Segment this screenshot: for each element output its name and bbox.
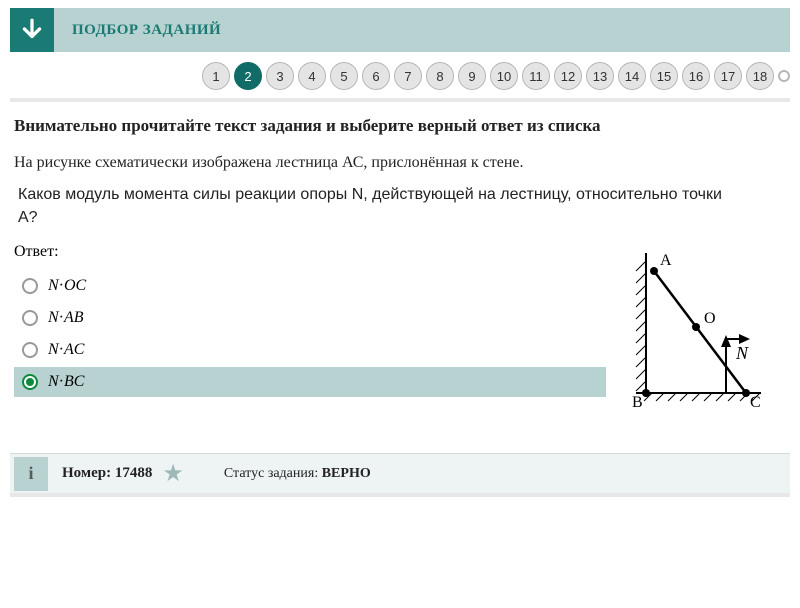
question-nav-9[interactable]: 9 [458, 62, 486, 90]
question-nav-11[interactable]: 11 [522, 62, 550, 90]
question-nav-15[interactable]: 15 [650, 62, 678, 90]
answer-option-3[interactable]: N·AC [14, 335, 606, 365]
question-nav-1[interactable]: 1 [202, 62, 230, 90]
option-label: N·AC [48, 341, 84, 359]
question-nav-16[interactable]: 16 [682, 62, 710, 90]
info-icon[interactable]: i [14, 457, 48, 491]
ladder-diagram: A B C O N [606, 243, 776, 423]
task-status: Статус задания: ВЕРНО [224, 466, 371, 482]
label-C: C [750, 394, 761, 411]
favorite-star-icon[interactable]: ★ [162, 459, 184, 488]
question-nav-more[interactable] [778, 70, 790, 82]
answer-option-2[interactable]: N·AB [14, 303, 606, 333]
header-bar: ПОДБОР ЗАДАНИЙ [10, 8, 790, 52]
problem-question: Каков модуль момента силы реакции опоры … [18, 184, 730, 229]
question-nav-7[interactable]: 7 [394, 62, 422, 90]
question-nav-13[interactable]: 13 [586, 62, 614, 90]
expand-down-button[interactable] [10, 8, 54, 52]
radio-icon [22, 310, 38, 326]
radio-icon [22, 278, 38, 294]
arrow-down-icon [19, 17, 45, 43]
question-nav-17[interactable]: 17 [714, 62, 742, 90]
label-N: N [735, 343, 749, 363]
question-nav-5[interactable]: 5 [330, 62, 358, 90]
question-nav-12[interactable]: 12 [554, 62, 582, 90]
label-A: A [660, 252, 672, 269]
answer-label: Ответ: [14, 243, 606, 261]
question-nav-6[interactable]: 6 [362, 62, 390, 90]
answer-option-1[interactable]: N·OC [14, 271, 606, 301]
question-nav-3[interactable]: 3 [266, 62, 294, 90]
question-nav-10[interactable]: 10 [490, 62, 518, 90]
task-number: Номер: 17488 [62, 465, 152, 482]
radio-icon [22, 374, 38, 390]
question-nav-14[interactable]: 14 [618, 62, 646, 90]
question-nav-8[interactable]: 8 [426, 62, 454, 90]
header-title: ПОДБОР ЗАДАНИЙ [72, 22, 221, 39]
radio-icon [22, 342, 38, 358]
answer-option-4[interactable]: N·BC [14, 367, 606, 397]
problem-context: На рисунке схематически изображена лестн… [14, 152, 786, 174]
option-label: N·AB [48, 309, 84, 327]
option-label: N·OC [48, 277, 86, 295]
option-label: N·BC [48, 373, 84, 391]
question-nav-18[interactable]: 18 [746, 62, 774, 90]
label-O: O [704, 310, 716, 327]
footer-bar: i Номер: 17488 ★ Статус задания: ВЕРНО [10, 453, 790, 497]
question-nav-2[interactable]: 2 [234, 62, 262, 90]
question-number-strip: 123456789101112131415161718 [10, 52, 790, 102]
question-nav-4[interactable]: 4 [298, 62, 326, 90]
instruction-text: Внимательно прочитайте текст задания и в… [14, 116, 786, 136]
label-B: B [632, 394, 643, 411]
